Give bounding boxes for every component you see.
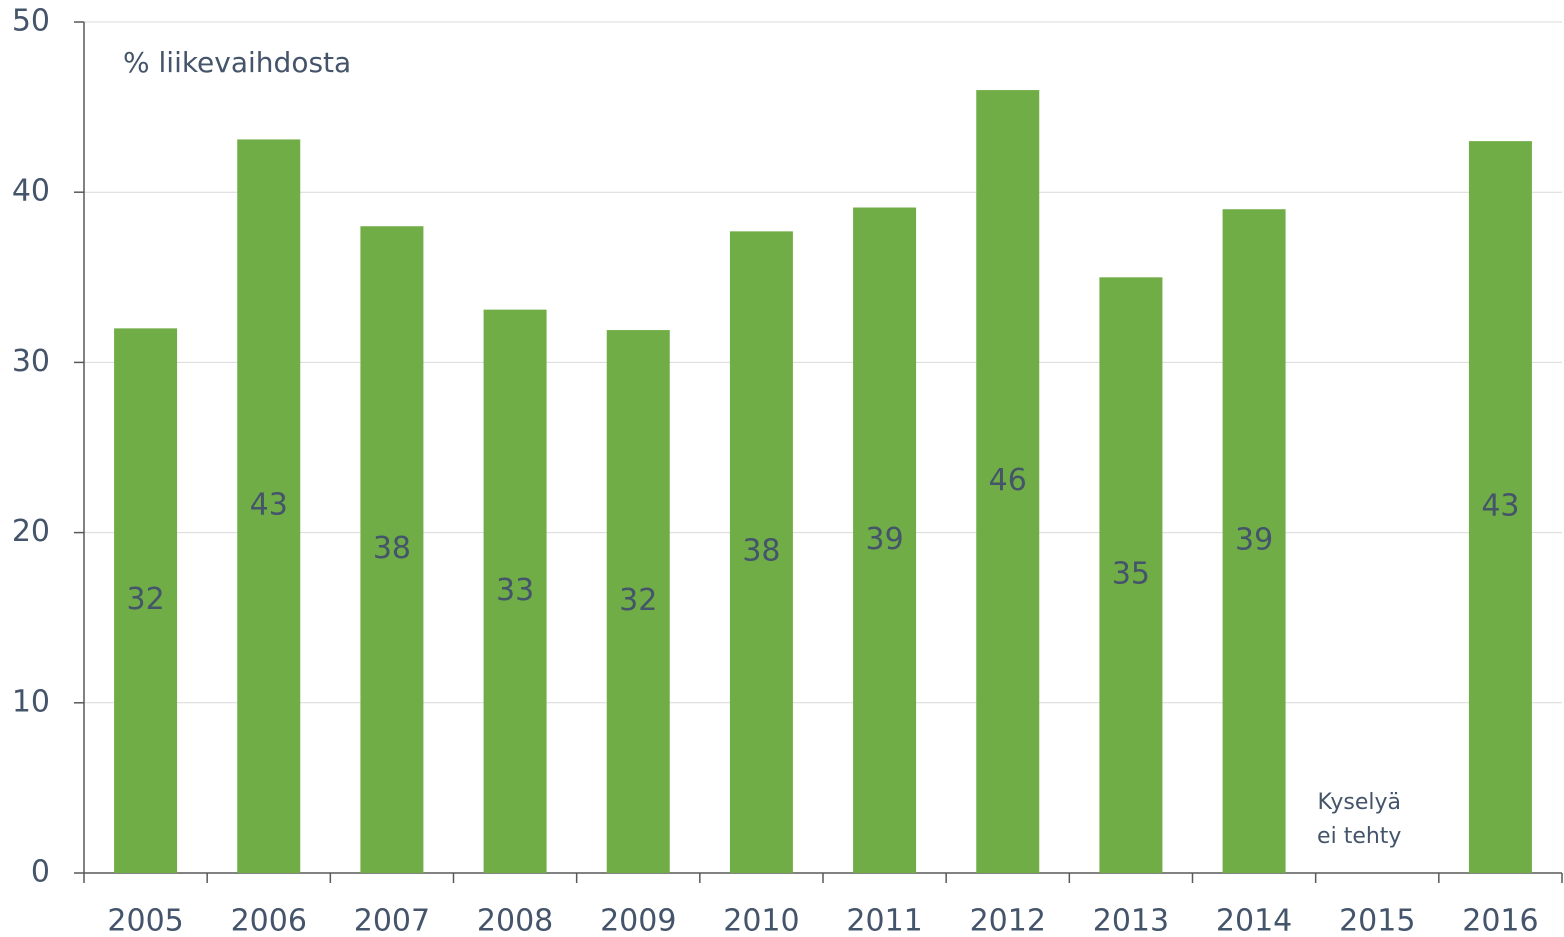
x-tick-label: 2011 <box>846 904 922 937</box>
bar <box>729 231 793 873</box>
x-tick-label: 2016 <box>1462 904 1538 937</box>
y-tick-label: 50 <box>12 4 50 39</box>
bar <box>606 330 670 873</box>
data-label: 39 <box>1235 523 1273 558</box>
annotation: Kyselyä <box>1318 790 1401 815</box>
bar <box>483 309 547 873</box>
chart-subtitle: % liikevaihdosta <box>123 46 351 79</box>
data-label: 38 <box>742 534 780 569</box>
bar <box>237 139 301 874</box>
x-tick-label: 2015 <box>1339 904 1415 937</box>
annotation: ei tehty <box>1317 824 1401 849</box>
x-tick-label: 2006 <box>231 904 307 937</box>
data-label: 33 <box>496 573 534 608</box>
bar <box>976 90 1040 873</box>
data-label: 43 <box>1481 489 1519 524</box>
y-tick-label: 30 <box>12 344 50 379</box>
bar <box>1468 141 1532 873</box>
data-label: 46 <box>989 463 1027 498</box>
x-tick-label: 2008 <box>477 904 553 937</box>
data-label: 43 <box>250 488 288 523</box>
x-tick-label: 2007 <box>354 904 430 937</box>
x-tick-label: 2014 <box>1216 904 1292 937</box>
bar <box>853 207 917 873</box>
x-tick-label: 2010 <box>723 904 799 937</box>
data-label: 38 <box>373 531 411 566</box>
x-tick-label: 2012 <box>970 904 1046 937</box>
x-tick-label: 2009 <box>600 904 676 937</box>
bar <box>1099 277 1163 873</box>
data-label: 39 <box>865 522 903 557</box>
y-tick-label: 10 <box>12 684 50 719</box>
bar <box>1222 209 1286 874</box>
bar <box>360 226 424 874</box>
y-tick-label: 40 <box>12 174 50 209</box>
x-tick-label: 2013 <box>1093 904 1169 937</box>
y-tick-label: 20 <box>12 514 50 549</box>
data-label: 32 <box>126 582 164 617</box>
data-label: 32 <box>619 583 657 618</box>
x-tick-label: 2005 <box>107 904 183 937</box>
data-label: 35 <box>1112 557 1150 592</box>
y-tick-label: 0 <box>31 855 50 890</box>
bar <box>114 328 178 873</box>
